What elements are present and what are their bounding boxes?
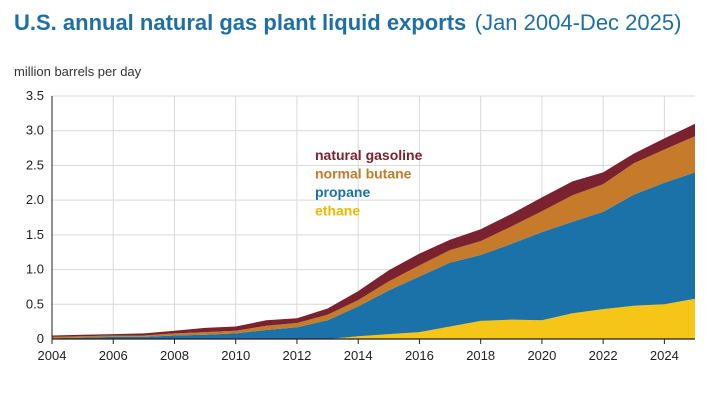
axis-layer: 0 0.5 1.0 1.5 2.0 2.5 3.0 3.5 2004 2006 2008 2010 20… xyxy=(26,88,695,363)
x-tick-label: 2022 xyxy=(589,348,618,363)
chart-title: U.S. annual natural gas plant liquid exp… xyxy=(14,10,467,35)
y-tick-label: 2.0 xyxy=(26,192,44,207)
y-tick-label: 2.5 xyxy=(26,157,44,172)
legend: natural gasoline normal butane propane etha… xyxy=(315,147,423,219)
x-tick-label: 2010 xyxy=(221,348,250,363)
y-tick-label: 1.5 xyxy=(26,227,44,242)
x-tick-label: 2018 xyxy=(466,348,495,363)
x-tick-label: 2014 xyxy=(344,348,373,363)
y-tick-label: 3.5 xyxy=(26,88,44,103)
area-ethane xyxy=(52,298,695,339)
area-normal-butane xyxy=(52,136,695,339)
y-tick-label: 1.0 xyxy=(26,262,44,277)
y-axis-label: million barrels per day xyxy=(14,64,142,79)
chart-title-row: U.S. annual natural gas plant liquid exp… xyxy=(14,10,681,36)
x-tick-label: 2012 xyxy=(282,348,311,363)
area-layer xyxy=(52,123,695,339)
x-tick-label: 2006 xyxy=(99,348,128,363)
legend-label-ethane: ethane xyxy=(315,203,360,219)
x-tick-label: 2024 xyxy=(650,348,679,363)
legend-label-propane: propane xyxy=(315,184,370,200)
y-tick-label: 0 xyxy=(37,331,44,346)
x-tick-label: 2004 xyxy=(38,348,67,363)
x-tick-label: 2020 xyxy=(527,348,556,363)
x-tick-label: 2016 xyxy=(405,348,434,363)
y-tick-label: 3.0 xyxy=(26,123,44,138)
legend-label-normal-butane: normal butane xyxy=(315,166,412,182)
chart-subtitle: (Jan 2004-Dec 2025) xyxy=(474,10,682,35)
y-tick-label: 0.5 xyxy=(26,296,44,311)
legend-label-natural-gasoline: natural gasoline xyxy=(315,147,423,163)
x-tick-label: 2008 xyxy=(160,348,189,363)
area-propane xyxy=(52,172,695,339)
